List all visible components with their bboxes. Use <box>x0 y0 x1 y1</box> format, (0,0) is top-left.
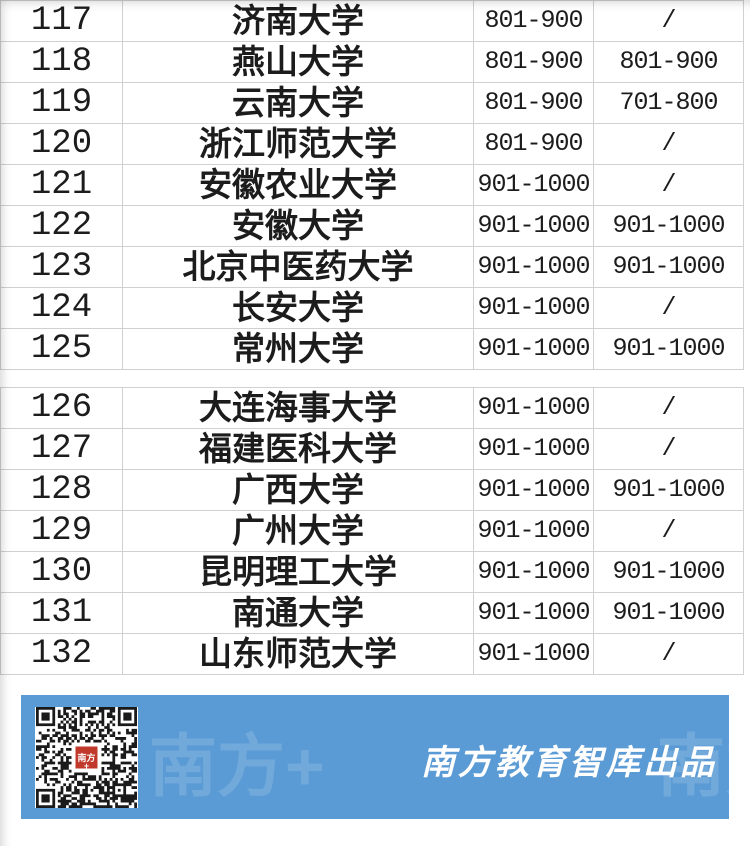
svg-text:+: + <box>84 761 89 771</box>
